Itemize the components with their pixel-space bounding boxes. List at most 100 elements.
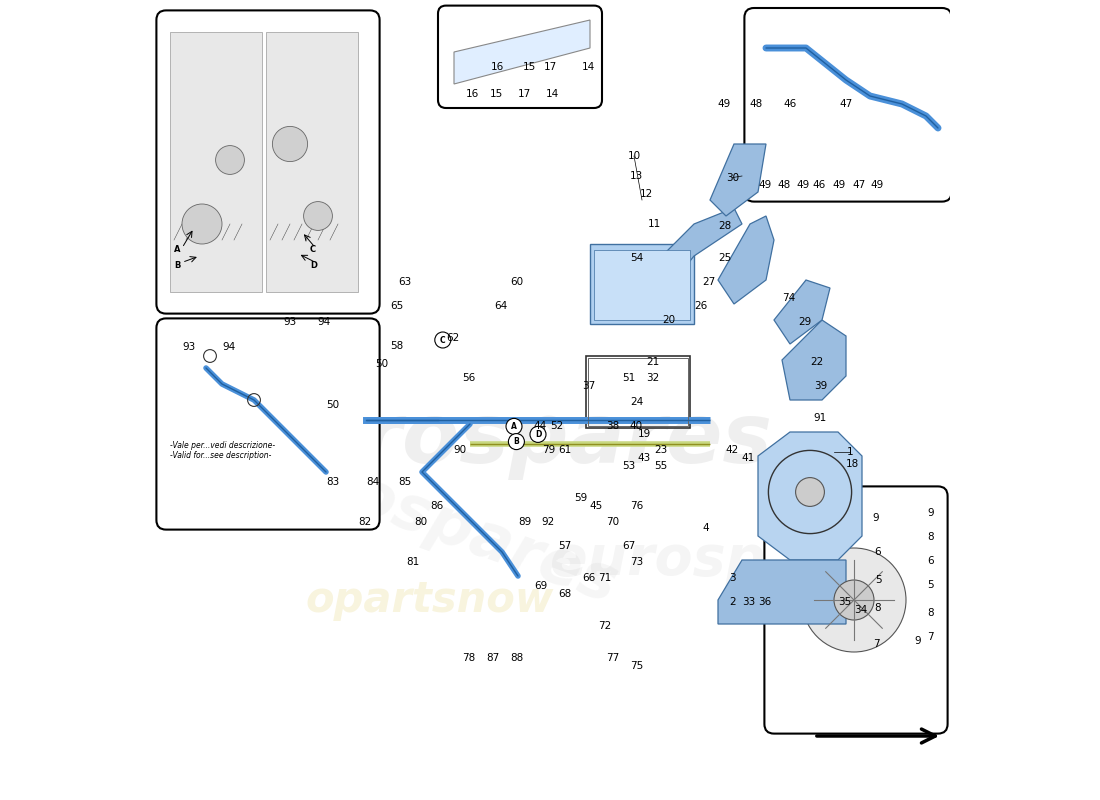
Text: 48: 48 bbox=[750, 99, 763, 109]
Text: 22: 22 bbox=[810, 357, 823, 366]
Text: 54: 54 bbox=[630, 253, 644, 262]
Text: 21: 21 bbox=[646, 357, 659, 366]
Text: 25: 25 bbox=[718, 253, 732, 262]
Text: eurospares: eurospares bbox=[246, 399, 773, 481]
Text: 6: 6 bbox=[874, 547, 881, 557]
Text: opartsnow: opartsnow bbox=[306, 579, 554, 621]
Text: 78: 78 bbox=[462, 653, 475, 662]
Text: 66: 66 bbox=[582, 573, 595, 582]
Text: 50: 50 bbox=[326, 400, 339, 410]
Text: 23: 23 bbox=[653, 445, 667, 454]
FancyBboxPatch shape bbox=[745, 8, 952, 202]
Text: 46: 46 bbox=[783, 99, 796, 109]
Text: 16: 16 bbox=[491, 62, 504, 72]
Text: 20: 20 bbox=[662, 315, 675, 325]
Text: 52: 52 bbox=[550, 421, 563, 430]
Text: 73: 73 bbox=[630, 557, 644, 566]
Text: 19: 19 bbox=[638, 429, 651, 438]
Text: 15: 15 bbox=[490, 89, 504, 98]
Text: 9: 9 bbox=[915, 636, 922, 646]
Text: eurospares: eurospares bbox=[234, 424, 626, 616]
Text: 70: 70 bbox=[606, 517, 619, 526]
Text: 91: 91 bbox=[814, 413, 827, 422]
Text: 44: 44 bbox=[534, 421, 547, 430]
Circle shape bbox=[506, 418, 522, 434]
Text: 86: 86 bbox=[430, 501, 443, 510]
Circle shape bbox=[182, 204, 222, 244]
Text: 94: 94 bbox=[318, 317, 331, 326]
Text: 11: 11 bbox=[648, 219, 661, 229]
Text: 68: 68 bbox=[558, 589, 571, 598]
Text: 84: 84 bbox=[366, 477, 379, 486]
Polygon shape bbox=[646, 208, 742, 296]
Text: 2: 2 bbox=[729, 597, 736, 606]
FancyBboxPatch shape bbox=[764, 486, 947, 734]
Text: 60: 60 bbox=[509, 277, 522, 286]
Text: 58: 58 bbox=[389, 341, 403, 350]
Text: 56: 56 bbox=[462, 373, 475, 382]
Text: 47: 47 bbox=[839, 99, 853, 109]
Polygon shape bbox=[782, 320, 846, 400]
Polygon shape bbox=[774, 280, 830, 344]
Text: 41: 41 bbox=[741, 453, 755, 462]
Circle shape bbox=[530, 426, 546, 442]
Text: 87: 87 bbox=[486, 653, 499, 662]
Text: 17: 17 bbox=[543, 62, 557, 72]
Text: 1: 1 bbox=[847, 447, 854, 457]
Polygon shape bbox=[710, 144, 766, 216]
Text: 49: 49 bbox=[758, 180, 771, 190]
Text: eurospares: eurospares bbox=[550, 533, 901, 587]
Text: 43: 43 bbox=[638, 453, 651, 462]
Text: 64: 64 bbox=[494, 301, 507, 310]
Circle shape bbox=[216, 146, 244, 174]
Text: 26: 26 bbox=[694, 301, 707, 310]
Text: C: C bbox=[310, 245, 316, 254]
Circle shape bbox=[802, 548, 906, 652]
Text: 32: 32 bbox=[646, 373, 659, 382]
Polygon shape bbox=[758, 432, 862, 560]
Text: 92: 92 bbox=[542, 517, 556, 526]
Text: 47: 47 bbox=[852, 180, 866, 190]
Text: 30: 30 bbox=[726, 173, 739, 182]
Bar bbox=[590, 244, 694, 324]
Text: B: B bbox=[174, 261, 180, 270]
Circle shape bbox=[434, 332, 451, 348]
Text: 9: 9 bbox=[872, 514, 879, 523]
Text: 72: 72 bbox=[597, 621, 611, 630]
Circle shape bbox=[508, 434, 525, 450]
Text: 13: 13 bbox=[630, 171, 644, 181]
Text: A: A bbox=[512, 422, 517, 431]
Text: 8: 8 bbox=[927, 608, 934, 618]
Text: 59: 59 bbox=[574, 493, 587, 502]
Text: D: D bbox=[535, 430, 541, 439]
Text: 18: 18 bbox=[846, 459, 859, 469]
Text: 9: 9 bbox=[927, 508, 934, 518]
Text: 63: 63 bbox=[398, 277, 411, 286]
Text: C: C bbox=[440, 335, 446, 345]
Text: 27: 27 bbox=[702, 277, 715, 286]
Polygon shape bbox=[718, 560, 846, 624]
Text: 49: 49 bbox=[718, 99, 732, 109]
Text: 71: 71 bbox=[597, 573, 611, 582]
Text: 46: 46 bbox=[813, 180, 826, 190]
Text: 67: 67 bbox=[621, 541, 635, 550]
Text: 6: 6 bbox=[927, 556, 934, 566]
FancyBboxPatch shape bbox=[438, 6, 602, 108]
Text: 83: 83 bbox=[326, 477, 339, 486]
Bar bbox=[588, 358, 688, 426]
Text: 5: 5 bbox=[927, 580, 934, 590]
Text: 57: 57 bbox=[558, 541, 571, 550]
Text: 8: 8 bbox=[927, 532, 934, 542]
Bar bbox=[266, 32, 358, 292]
Text: 90: 90 bbox=[454, 445, 467, 454]
Text: 36: 36 bbox=[758, 597, 771, 606]
FancyBboxPatch shape bbox=[156, 318, 380, 530]
Text: 51: 51 bbox=[621, 373, 635, 382]
Text: 89: 89 bbox=[518, 517, 531, 526]
Text: 5: 5 bbox=[874, 575, 881, 585]
Text: 75: 75 bbox=[630, 661, 644, 670]
Text: 39: 39 bbox=[814, 381, 827, 390]
Text: 53: 53 bbox=[621, 461, 635, 470]
Text: 3: 3 bbox=[729, 573, 736, 582]
Text: 88: 88 bbox=[509, 653, 522, 662]
